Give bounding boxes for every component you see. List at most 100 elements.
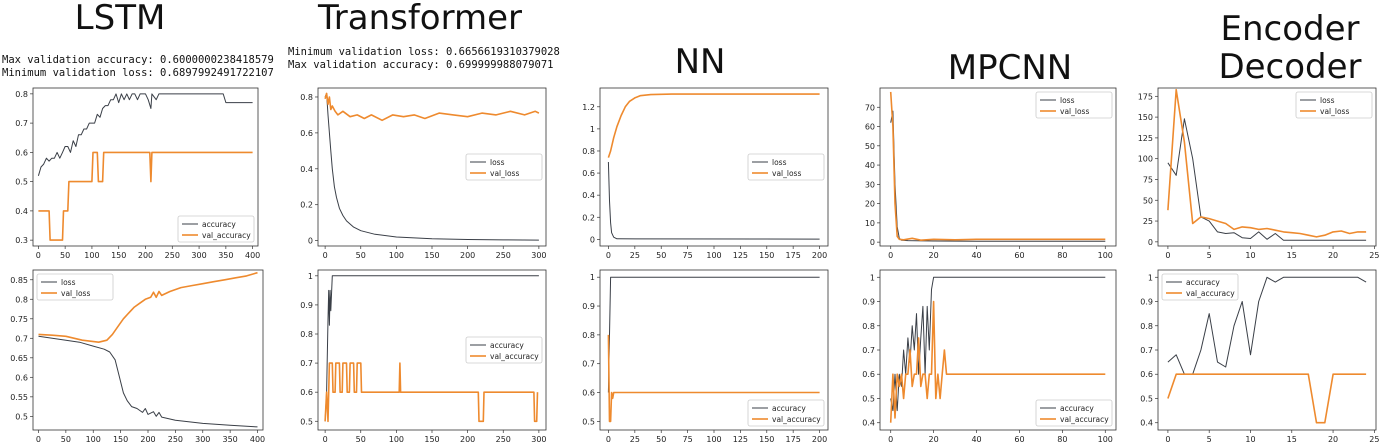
legend-label: loss [61, 278, 76, 287]
x-tick-label: 20 [1328, 251, 1338, 260]
x-tick-label: 200 [138, 251, 153, 260]
x-tick-label: 350 [223, 435, 238, 444]
x-tick-label: 100 [389, 435, 404, 444]
x-tick-label: 0 [323, 435, 328, 444]
column-title-mpcnn: MPCNN [947, 48, 1073, 88]
legend-label: val_loss [1060, 107, 1089, 116]
chart-panel-lstm: 0 50 100 150 200 250 300 350 400 0.3 0.4 0.5 0.6 0.7 0… [15, 87, 260, 260]
x-tick-label: 0 [606, 251, 611, 260]
x-tick-label: 400 [250, 435, 265, 444]
legend-label: accuracy [772, 404, 806, 413]
x-tick-label: 100 [86, 435, 101, 444]
y-tick-label: 0.4 [862, 419, 875, 428]
x-tick-label: 50 [60, 251, 70, 260]
y-tick-label: 0.4 [1140, 419, 1153, 428]
y-tick-label: 0.8 [582, 331, 595, 340]
legend: loss val_loss [465, 153, 543, 181]
x-tick-label: 20 [929, 251, 939, 260]
y-tick-label: 150 [1138, 113, 1153, 122]
x-tick-label: 150 [424, 435, 439, 444]
y-tick-label: 100 [1138, 155, 1153, 164]
chart-panel-transformer: 0 50 100 150 200 250 300 0 0.2 0.4 0.6 0.8 loss val_l… [300, 87, 547, 260]
x-tick-label: 50 [656, 435, 666, 444]
legend-label: loss [772, 158, 787, 167]
x-tick-label: 0 [1165, 435, 1170, 444]
y-tick-label: 1 [870, 273, 875, 282]
y-tick-label: 0 [1148, 238, 1153, 247]
column-title-lstm: LSTM [74, 0, 166, 38]
legend-label: val_accuracy [490, 352, 539, 361]
lstm-note-max-val-accuracy: Max validation accuracy: 0.6000000238418… [2, 54, 274, 66]
x-tick-label: 25 [1369, 435, 1379, 444]
y-tick-label: 50 [865, 142, 875, 151]
series-line-val-accuracy [38, 151, 253, 241]
y-tick-label: 0.7 [862, 346, 875, 355]
y-tick-label: 70 [865, 103, 875, 112]
y-tick-label: 0.6 [1140, 370, 1153, 379]
series-line-val-loss [38, 271, 258, 343]
x-tick-label: 300 [531, 435, 546, 444]
y-tick-label: 0.2 [582, 213, 595, 222]
x-tick-label: 5 [1207, 435, 1212, 444]
legend: accuracy val_accuracy [177, 215, 255, 243]
legend-label: accuracy [1060, 404, 1094, 413]
x-tick-label: 10 [1245, 435, 1255, 444]
y-tick-label: 0.6 [15, 148, 28, 157]
x-tick-label: 0 [606, 435, 611, 444]
legend-label: val_accuracy [1186, 289, 1235, 298]
x-tick-label: 0 [36, 435, 41, 444]
x-tick-label: 300 [531, 251, 546, 260]
x-tick-label: 150 [113, 435, 128, 444]
series-line-accuracy [324, 275, 539, 422]
x-tick-label: 10 [1245, 251, 1255, 260]
x-tick-label: 200 [460, 435, 475, 444]
legend: accuracy val_accuracy [465, 336, 543, 364]
chart-panel-lstm: 0 50 100 150 200 250 300 350 400 0.5 0.55 0.6 0.65 0.… [10, 269, 265, 444]
y-tick-label: 0.8 [1140, 322, 1153, 331]
series-line-val-accuracy [1167, 373, 1367, 424]
transformer-note-max-val-accuracy: Max validation accuracy: 0.6999999880790… [288, 59, 554, 71]
y-tick-label: 0.85 [10, 276, 28, 285]
legend: loss val_loss [1295, 91, 1373, 119]
y-tick-label: 0.9 [582, 302, 595, 311]
legend-label: val_accuracy [1060, 415, 1109, 424]
y-tick-label: 0.5 [582, 417, 595, 426]
y-tick-label: 25 [1143, 217, 1153, 226]
x-tick-label: 100 [84, 251, 99, 260]
y-tick-label: 0.3 [15, 236, 28, 245]
x-tick-label: 0 [36, 251, 41, 260]
x-tick-label: 0 [1165, 251, 1170, 260]
y-tick-label: 0.6 [582, 169, 595, 178]
chart-panel-mpcnn: 0 20 40 60 80 100 0.4 0.5 0.6 0.7 0.8 0.9 1 accuracy v… [862, 269, 1117, 444]
chart-panel-encoder-decoder: 0 5 10 15 20 25 0.4 0.5 0.6 0.7 0.8 0.9 1 accuracy val… [1140, 269, 1379, 444]
y-tick-label: 0 [308, 237, 313, 246]
y-tick-label: 0.6 [15, 373, 28, 382]
x-tick-label: 50 [356, 251, 366, 260]
y-tick-label: 0.8 [300, 330, 313, 339]
x-tick-label: 0 [888, 251, 893, 260]
y-tick-label: 0.8 [300, 93, 313, 102]
x-tick-label: 20 [929, 435, 939, 444]
series-line-val-accuracy [607, 334, 820, 423]
legend: accuracy val_accuracy [1035, 399, 1113, 427]
x-tick-label: 5 [1207, 251, 1212, 260]
y-tick-label: 1 [590, 273, 595, 282]
x-tick-label: 300 [195, 435, 210, 444]
series-line-val-loss [607, 93, 820, 158]
legend: loss val_loss [1035, 91, 1113, 119]
x-tick-label: 150 [111, 251, 126, 260]
chart-panel-transformer: 0 50 100 150 200 250 300 0.5 0.6 0.7 0.8 0.9 1 accura… [300, 269, 547, 444]
chart-panel-nn: 0 25 50 75 100 125 150 175 200 0.5 0.6 0.7 0.8 0.9 1 ac… [582, 269, 829, 444]
y-tick-label: 0.8 [15, 90, 28, 99]
y-tick-label: 50 [1143, 196, 1153, 205]
x-tick-label: 200 [460, 251, 475, 260]
series-line-val-loss [1167, 88, 1367, 238]
series-line-accuracy [890, 276, 1106, 412]
y-tick-label: 10 [865, 219, 875, 228]
x-tick-label: 175 [786, 435, 801, 444]
x-tick-label: 175 [786, 251, 801, 260]
y-tick-label: 0 [870, 238, 875, 247]
x-tick-label: 100 [706, 435, 721, 444]
y-tick-label: 0.4 [15, 207, 28, 216]
x-tick-label: 25 [1369, 251, 1379, 260]
